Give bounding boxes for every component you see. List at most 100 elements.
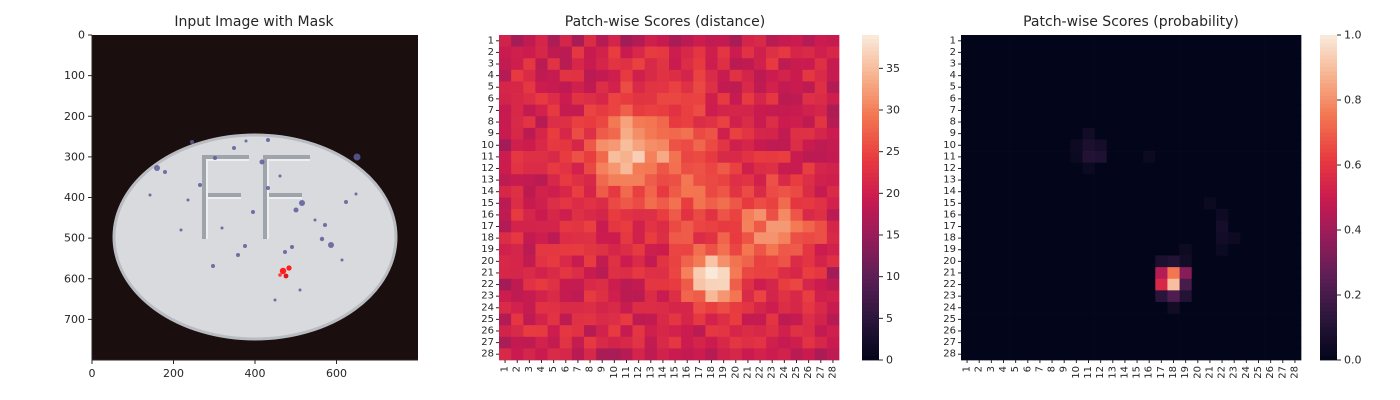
heatmap-cell <box>644 104 658 117</box>
heatmap-cell <box>1033 278 1047 291</box>
heatmap-cell <box>596 35 609 47</box>
heatmap-cell <box>1094 348 1108 361</box>
heatmap-cell <box>1228 127 1241 140</box>
heatmap-cell <box>1009 162 1023 175</box>
heatmap-cell <box>1009 220 1023 233</box>
heatmap-cell <box>1082 127 1095 140</box>
speckle-dot <box>251 210 255 214</box>
heatmap-cell <box>814 35 828 47</box>
heatmap-cell <box>766 325 779 338</box>
heatmap-cell <box>1179 220 1193 233</box>
heatmap-cell <box>1033 348 1047 361</box>
heatmap-cell <box>656 46 670 59</box>
heatmap-cell <box>1252 185 1265 198</box>
heatmap-cell <box>778 58 791 71</box>
heatmap-cell <box>790 278 803 291</box>
heatmap-cell <box>1021 58 1035 71</box>
heatmap-cell <box>596 174 609 187</box>
heatmap-cell <box>1240 220 1253 233</box>
heatmap-cell <box>1131 139 1144 152</box>
heatmap-cell <box>1252 209 1265 222</box>
heatmap-cell <box>608 174 621 187</box>
heatmap-cell <box>499 255 512 268</box>
heatmap-cell <box>1070 81 1083 94</box>
heatmap-cell <box>1167 290 1180 303</box>
heatmap-cell <box>656 151 670 164</box>
heatmap-cell <box>973 267 986 280</box>
heatmap-cell <box>961 255 974 268</box>
heatmap-cell <box>644 151 658 164</box>
heatmap-cell <box>1264 58 1278 71</box>
heatmap-cell <box>826 46 840 59</box>
heatmap-cell <box>1046 104 1059 117</box>
x-tick-label: 24 <box>779 366 790 379</box>
heatmap-cell <box>499 267 512 280</box>
heatmap-cell <box>705 116 718 129</box>
heatmap-cell <box>1070 301 1083 314</box>
heatmap-cell <box>547 46 561 59</box>
heatmap-cell <box>1058 58 1071 71</box>
heatmap-cell <box>961 81 974 94</box>
heatmap-cell <box>559 151 573 164</box>
heatmap-cell <box>1288 197 1302 210</box>
heatmap-cell <box>973 174 986 187</box>
heatmap-cell <box>1131 46 1144 59</box>
y-tick-label: 16 <box>943 209 956 220</box>
heatmap-cell <box>705 174 718 187</box>
heatmap-cell <box>1203 127 1217 140</box>
heatmap-cell <box>547 104 561 117</box>
heatmap-cell <box>754 209 767 222</box>
heatmap-cell <box>1252 243 1265 256</box>
colorbar-segment <box>862 319 879 324</box>
heatmap-cell <box>535 35 548 47</box>
heatmap-cell <box>973 93 986 105</box>
heatmap-cell <box>1131 116 1144 129</box>
heatmap-cell <box>499 69 512 82</box>
heatmap-cell <box>1070 336 1083 349</box>
x-tick-label: 5 <box>548 366 559 372</box>
heatmap-cell <box>1191 220 1205 233</box>
heatmap-cell <box>1228 116 1241 129</box>
heatmap-cell <box>1070 139 1083 152</box>
heatmap-cell <box>802 290 816 303</box>
heatmap-cell <box>1264 46 1278 59</box>
heatmap-cell <box>1252 81 1265 94</box>
heatmap-cell <box>1118 197 1132 210</box>
colorbar-segment <box>1320 238 1337 243</box>
heatmap-cell <box>1009 255 1023 268</box>
heatmap-cell <box>790 174 803 187</box>
heatmap-cell <box>729 278 743 291</box>
heatmap-cell <box>1155 174 1168 187</box>
heatmap-cell <box>741 69 755 82</box>
heatmap-cell <box>1155 290 1168 303</box>
y-tick-label: 2 <box>488 47 494 58</box>
heatmap-cell <box>632 81 646 94</box>
heatmap-cell <box>1191 35 1205 47</box>
heatmap-cell <box>1118 325 1132 338</box>
heatmap-cell <box>1058 46 1071 59</box>
heatmap-cell <box>1046 81 1059 94</box>
heatmap-cell <box>1021 69 1035 82</box>
heatmap-cell <box>1106 313 1120 326</box>
heatmap-cell <box>1216 209 1229 222</box>
heatmap-cell <box>729 46 743 59</box>
heatmap-cell <box>1058 69 1071 82</box>
heatmap-cell <box>656 35 670 47</box>
heatmap-cell <box>1191 301 1205 314</box>
heatmap-cell <box>1288 348 1302 361</box>
heatmap-cell <box>669 197 682 210</box>
heatmap-cell <box>681 185 694 198</box>
heatmap-cell <box>1143 313 1156 326</box>
heatmap-cell <box>1252 93 1265 105</box>
heatmap-cell <box>559 58 573 71</box>
heatmap-cell <box>826 127 840 140</box>
heatmap-cell <box>1118 301 1132 314</box>
heatmap-cell <box>571 255 585 268</box>
heatmap-cell <box>511 243 524 256</box>
x-tick-label: 18 <box>1168 366 1179 379</box>
heatmap-cell <box>1191 185 1205 198</box>
heatmap-cell <box>511 290 524 303</box>
heatmap-cell <box>1094 267 1108 280</box>
heatmap-cell <box>681 290 694 303</box>
heatmap-cell <box>790 197 803 210</box>
